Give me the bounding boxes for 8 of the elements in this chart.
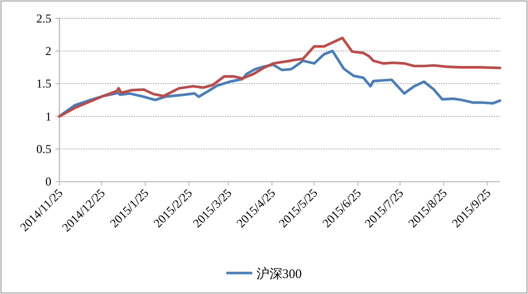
y-tick-label: 0 [45,174,52,189]
y-tick-label: 2 [45,44,52,58]
y-tick-label: 1 [45,109,52,124]
line-series [58,36,502,118]
y-tick-label: 0.5 [36,142,52,156]
y-tick-label: 1.5 [36,76,52,91]
legend-label: 沪深300 [256,266,302,281]
y-tick-label: 2.5 [36,11,52,26]
